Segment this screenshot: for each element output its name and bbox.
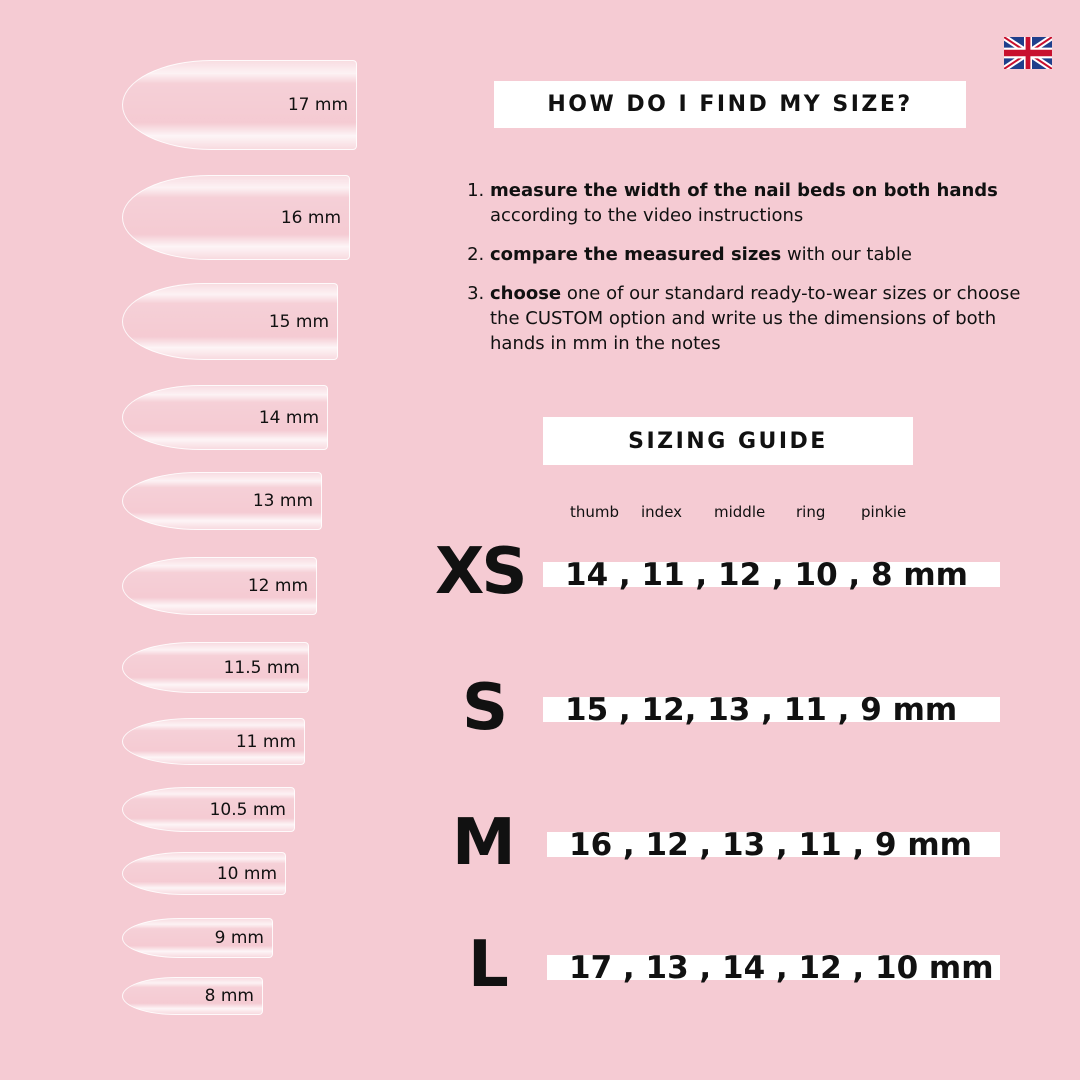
page-title: HOW DO I FIND MY SIZE? xyxy=(494,81,966,128)
nail-tip: 16 mm xyxy=(122,175,350,260)
size-label-l: L xyxy=(468,928,509,1002)
step-2: compare the measured sizes with our tabl… xyxy=(490,242,1030,267)
nail-size-label: 10.5 mm xyxy=(209,799,286,820)
nail-size-label: 15 mm xyxy=(268,311,329,332)
size-row-xs: 14 , 11 , 12 , 10 , 8 mm xyxy=(543,557,1000,593)
nail-tip: 10.5 mm xyxy=(122,787,295,832)
size-label-xs: XS xyxy=(435,535,527,609)
size-row-l: 17 , 13 , 14 , 12 , 10 mm xyxy=(547,950,1000,986)
finger-label-ring: ring xyxy=(796,503,826,521)
nail-size-label: 14 mm xyxy=(258,407,319,428)
nail-size-label: 16 mm xyxy=(280,207,341,228)
nail-tip: 13 mm xyxy=(122,472,322,530)
nail-size-label: 8 mm xyxy=(204,986,254,1006)
nail-size-label: 13 mm xyxy=(252,491,313,511)
step-1: measure the width of the nail beds on bo… xyxy=(490,178,1030,228)
nail-tip: 11 mm xyxy=(122,718,305,765)
uk-flag-icon xyxy=(1004,37,1052,69)
finger-label-pinkie: pinkie xyxy=(861,503,907,521)
nail-tip: 17 mm xyxy=(122,60,357,150)
finger-label-index: index xyxy=(641,503,683,521)
sizing-guide-title: SIZING GUIDE xyxy=(543,417,913,465)
size-row-m: 16 , 12 , 13 , 11 , 9 mm xyxy=(547,827,1000,863)
instructions-list: measure the width of the nail beds on bo… xyxy=(466,178,1030,370)
nail-size-label: 12 mm xyxy=(247,576,308,596)
finger-label-thumb: thumb xyxy=(570,503,620,521)
nail-size-label: 11.5 mm xyxy=(223,657,300,678)
nail-size-label: 17 mm xyxy=(287,95,348,115)
nail-size-label: 9 mm xyxy=(214,928,264,948)
nail-tip: 10 mm xyxy=(122,852,286,895)
size-label-s: S xyxy=(462,671,508,745)
nail-tip: 11.5 mm xyxy=(122,642,309,693)
nail-tip: 15 mm xyxy=(122,283,338,360)
nail-size-label: 11 mm xyxy=(235,731,296,752)
size-row-s: 15 , 12, 13 , 11 , 9 mm xyxy=(543,692,1000,728)
nail-size-label: 10 mm xyxy=(216,863,277,884)
size-label-m: M xyxy=(452,806,516,880)
nail-tip: 12 mm xyxy=(122,557,317,615)
step-3: choose one of our standard ready-to-wear… xyxy=(490,281,1030,356)
nail-tip: 8 mm xyxy=(122,977,263,1015)
finger-label-middle: middle xyxy=(714,503,766,521)
nail-tip: 14 mm xyxy=(122,385,328,450)
nail-tip: 9 mm xyxy=(122,918,273,958)
